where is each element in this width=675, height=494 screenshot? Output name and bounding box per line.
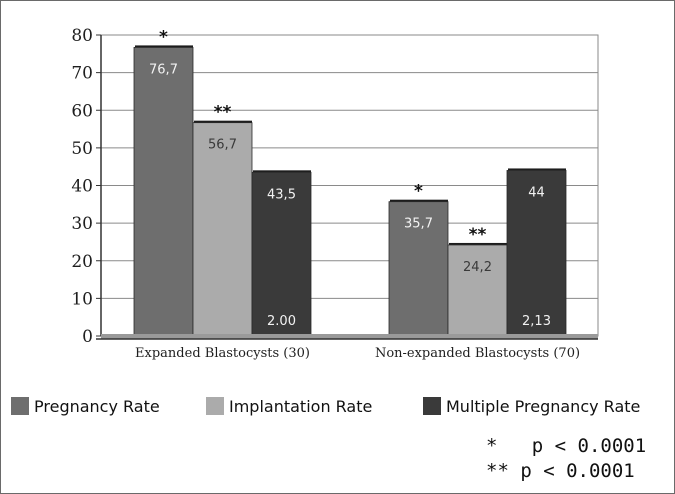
value-label-multiple-pregnancy-rate-1: 44 — [528, 185, 545, 200]
significance-marker-pregnancy-rate-1: * — [414, 182, 423, 202]
legend-label-implantation-rate: Implantation Rate — [229, 396, 373, 416]
significance-marker-pregnancy-rate-0: * — [159, 27, 168, 47]
legend-item-pregnancy-rate: Pregnancy Rate — [11, 394, 160, 418]
significance-marker-implantation-rate-0: ** — [214, 103, 232, 123]
value-label-pregnancy-rate-1: 35,7 — [404, 217, 433, 232]
legend-swatch-pregnancy-rate — [11, 397, 29, 415]
bar-top-implantation-rate-0 — [194, 120, 252, 124]
legend-swatch-multiple-pregnancy-rate — [423, 397, 441, 415]
note-double-star: ** p < 0.0001 — [486, 460, 635, 482]
bar-chart: 0 10 20 30 40 50 60 70 80 76,7 * 56,7 ** 43,5 2.00 35,… — [71, 26, 599, 361]
bar-implantation-rate-0 — [192, 122, 253, 337]
y-tick-label-10: 10 — [71, 289, 93, 309]
legend: Pregnancy Rate Implantation Rate Multipl… — [11, 394, 671, 418]
value-label-multiple-pregnancy-rate-0: 43,5 — [267, 187, 296, 202]
bar-top-multiple-pregnancy-rate-1 — [508, 168, 566, 172]
bar-multiple-pregnancy-rate-1 — [506, 170, 567, 337]
note-single-star: * p < 0.0001 — [486, 435, 647, 457]
y-tick-label-60: 60 — [71, 101, 93, 121]
bar-top-multiple-pregnancy-rate-0 — [253, 170, 311, 174]
legend-label-pregnancy-rate: Pregnancy Rate — [34, 396, 160, 416]
bar-implantation-rate-1 — [447, 244, 508, 337]
legend-label-multiple-pregnancy-rate: Multiple Pregnancy Rate — [446, 396, 641, 416]
y-tick-label-40: 40 — [71, 177, 93, 197]
x-axis: Expanded Blastocysts (30) Non-expanded Bl… — [96, 334, 598, 361]
significance-notes: * p < 0.0001 ** p < 0.0001 — [486, 434, 646, 484]
legend-swatch-implantation-rate — [206, 397, 224, 415]
y-tick-label-70: 70 — [71, 64, 93, 84]
significance-marker-implantation-rate-1: ** — [469, 225, 487, 245]
bar-group: 76,7 * 56,7 ** 43,5 2.00 35,7 * 24,2 ** 44 2,13 — [133, 27, 567, 337]
extra-label-multiple-pregnancy-rate-1: 2,13 — [522, 314, 551, 329]
value-label-implantation-rate-1: 24,2 — [463, 260, 492, 275]
y-tick-label-30: 30 — [71, 214, 93, 234]
y-tick-label-20: 20 — [71, 252, 93, 272]
legend-item-multiple-pregnancy-rate: Multiple Pregnancy Rate — [423, 394, 640, 418]
x-tick-label-0: Expanded Blastocysts (30) — [135, 346, 310, 361]
y-tick-label-80: 80 — [71, 26, 93, 46]
x-tick-label-1: Non-expanded Blastocysts (70) — [375, 346, 580, 361]
y-axis: 0 10 20 30 40 50 60 70 80 — [71, 26, 102, 347]
bar-top-pregnancy-rate-1 — [390, 199, 448, 203]
bar-pregnancy-rate-0 — [133, 47, 194, 337]
legend-item-implantation-rate: Implantation Rate — [206, 394, 372, 418]
value-label-pregnancy-rate-0: 76,7 — [149, 62, 178, 77]
bar-top-implantation-rate-1 — [449, 242, 507, 246]
y-tick-label-50: 50 — [71, 139, 93, 159]
bar-top-pregnancy-rate-0 — [135, 45, 193, 49]
chart-floor — [101, 334, 598, 339]
bar-multiple-pregnancy-rate-0 — [251, 171, 312, 337]
y-tick-label-0: 0 — [82, 327, 93, 347]
extra-label-multiple-pregnancy-rate-0: 2.00 — [267, 314, 296, 329]
value-label-implantation-rate-0: 56,7 — [208, 138, 237, 153]
